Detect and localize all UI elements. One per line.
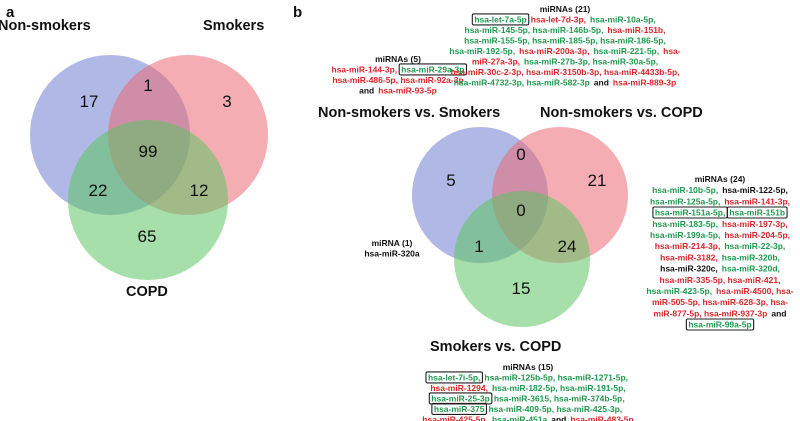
mirna-name: hsa-miR-221-5p, xyxy=(593,46,659,56)
mirna-name: hsa-miR-125b-5p, hsa-miR-1271-5p, xyxy=(484,373,628,383)
mirna-name: hsa-let-7i-5p, xyxy=(428,373,480,383)
mirna-name: miR-27a-3p, xyxy=(472,57,520,67)
panel-b-set-label-smokers-vs-copd: Smokers vs. COPD xyxy=(430,339,561,355)
highlight-box xyxy=(398,63,468,76)
panel-a-count-all-three: 99 xyxy=(139,142,158,161)
mirna-name: hsa-miR-335-5p, hsa-miR-421, xyxy=(660,275,781,285)
panel-a-set-label-non-smokers: Non-smokers xyxy=(0,18,91,34)
mirna-name: hsa-miR-483-5p xyxy=(570,415,633,421)
mirna-name: hsa-miR-151a-5p, xyxy=(655,208,725,218)
mirna-name: hsa-miR-141-3p, xyxy=(724,196,790,206)
mirna-name: hsa-miR-145-5p, hsa-miR-146b-5p, xyxy=(465,25,604,35)
mirna-name: hsa-miR-22-3p, xyxy=(724,241,785,251)
highlight-box xyxy=(431,402,487,415)
mirna-name: and xyxy=(594,78,609,88)
mirna-name: hsa-miR-151b, xyxy=(607,25,665,35)
mirna-name: hsa-miR-99a-5p xyxy=(688,320,751,330)
mirna-name: hsa-miR-30c-2-3p, hsa-miR-3150b-3p, hsa-… xyxy=(450,67,679,77)
mirna-name: miR-877-5p, hsa-miR-937-3p xyxy=(654,308,768,318)
mirna-name: hsa-miR-183-5p, xyxy=(652,219,718,229)
mirna-name: hsa-miR-320c, xyxy=(660,264,718,274)
mirna-list-header-ac: miRNA (1) xyxy=(372,238,413,248)
panel-a-count-smokers-only: 3 xyxy=(222,92,231,111)
mirna-name: hsa-miR-486-5p, hsa-miR-92a-3p xyxy=(332,75,463,85)
mirna-name: hsa-miR-199a-5p, xyxy=(650,230,720,240)
panel-b-count-ab: 0 xyxy=(516,145,525,164)
mirna-name: hsa-miR-125a-5p, xyxy=(650,196,720,206)
mirna-name: hsa-miR-409-5p, hsa-miR-425-3p, xyxy=(488,404,622,414)
mirna-name: hsa-miR-3182, xyxy=(660,252,718,262)
mirna-name: hsa-miR-29a-3p xyxy=(401,65,464,75)
mirna-list-header-bc: miRNAs (24) xyxy=(695,174,746,184)
panel-b-set-label-non-smokers-vs-smokers: Non-smokers vs. Smokers xyxy=(318,105,500,121)
mirna-name: hsa-miR-25-3p xyxy=(431,394,490,404)
mirna-name: hsa-miR-10b-5p, xyxy=(652,185,718,195)
mirna-name: hsa-miR-889-3p xyxy=(613,78,676,88)
mirna-name: hsa-miR-423-5p, xyxy=(646,286,712,296)
mirna-name: hsa-miR-10a-5p, xyxy=(590,15,656,25)
panel-b-count-abc: 0 xyxy=(516,201,525,220)
mirna-name: hsa-miR-3615, hsa-miR-374b-5p, xyxy=(494,394,625,404)
mirna-name: hsa-miR-93-5p xyxy=(378,86,437,96)
mirna-name: hsa-miR-4732-3p, hsa-miR-582-3p xyxy=(454,78,590,88)
panel-a-venn: a Non-smokers Smokers COPD 17 3 65 1 22 … xyxy=(0,4,268,300)
mirna-name: hsa-miR-451a xyxy=(492,415,548,421)
panel-b-count-a-only: 5 xyxy=(446,171,455,190)
mirna-name: hsa-miR-320a xyxy=(364,249,420,259)
mirna-name: hsa-miR-27b-3p, hsa-miR-30a-5p, xyxy=(524,57,658,67)
mirna-name: hsa-miR-182-5p, hsa-miR-191-5p, xyxy=(492,383,626,393)
highlight-box xyxy=(425,371,483,384)
mirna-name: hsa-miR-320d, xyxy=(722,264,780,274)
panel-a-set-label-copd: COPD xyxy=(126,284,168,300)
mirna-name: hsa-miR-425-5p, xyxy=(422,415,488,421)
panel-a-count-non-smokers-only: 17 xyxy=(80,92,99,111)
mirna-name: hsa-miR-204-5p, xyxy=(724,230,790,240)
panel-b-count-c-only: 15 xyxy=(512,279,531,298)
panel-b-set-label-non-smokers-vs-copd: Non-smokers vs. COPD xyxy=(540,105,703,121)
panel-a-label: a xyxy=(6,4,15,21)
mirna-name: hsa-miR-192-5p, xyxy=(449,46,515,56)
panel-b-count-bc: 24 xyxy=(558,237,577,256)
mirna-name: hsa-miR-320b, xyxy=(722,252,780,262)
highlight-box xyxy=(471,13,530,26)
panel-a-count-smokers-copd: 12 xyxy=(190,181,209,200)
panel-b-venn: b Non-smokers vs. Smokers Non-smokers vs… xyxy=(293,4,703,355)
mirna-name: hsa-miR-144-3p, xyxy=(332,65,398,75)
panel-a-count-non-smokers-copd: 22 xyxy=(89,181,108,200)
mirna-name: hsa-miR-151b xyxy=(729,208,785,218)
panel-a-count-copd-only: 65 xyxy=(138,227,157,246)
highlight-box xyxy=(726,206,788,219)
mirna-name: hsa-miR-200a-3p, xyxy=(519,46,589,56)
panel-a-circle-copd xyxy=(68,120,228,280)
mirna-list-header-c-only: miRNAs (15) xyxy=(503,362,554,372)
mirna-name: and xyxy=(359,86,374,96)
mirna-name: hsa-let-7a-5p xyxy=(474,15,526,25)
panel-b-label: b xyxy=(293,4,302,21)
mirna-list-header-a-only: miRNAs (5) xyxy=(375,54,421,64)
mirna-name: hsa- xyxy=(663,46,681,56)
mirna-name: hsa-miR-197-3p, xyxy=(722,219,788,229)
panel-b-count-b-only: 21 xyxy=(588,171,607,190)
mirna-name: hsa-miR-122-5p, xyxy=(722,185,788,195)
highlight-box xyxy=(685,318,755,331)
mirna-name: hsa-miR-375 xyxy=(434,404,485,414)
mirna-lists: miRNAs (5)hsa-miR-144-3p, hsa-miR-29a-3ph… xyxy=(332,4,794,421)
mirna-name: hsa-miR-1294, xyxy=(430,383,488,393)
mirna-name: hsa-miR-155-5p, hsa-miR-185-5p, hsa-miR-… xyxy=(464,36,666,46)
mirna-name: and xyxy=(771,308,786,318)
mirna-name: miR-505-5p, hsa-miR-628-3p, hsa- xyxy=(652,297,788,307)
mirna-name: hsa-miR-214-3p, xyxy=(655,241,721,251)
mirna-list-header-b-only: miRNAs (21) xyxy=(540,4,591,14)
mirna-name: hsa-let-7d-3p, xyxy=(531,15,586,25)
mirna-name: hsa-miR-4500, hsa- xyxy=(716,286,794,296)
panel-a-count-non-smokers-smokers: 1 xyxy=(143,76,152,95)
panel-b-circle-smokers-vs-copd xyxy=(454,191,590,327)
panel-a-set-label-smokers: Smokers xyxy=(203,18,264,34)
mirna-name: and xyxy=(551,415,566,421)
panel-b-count-ac: 1 xyxy=(474,237,483,256)
